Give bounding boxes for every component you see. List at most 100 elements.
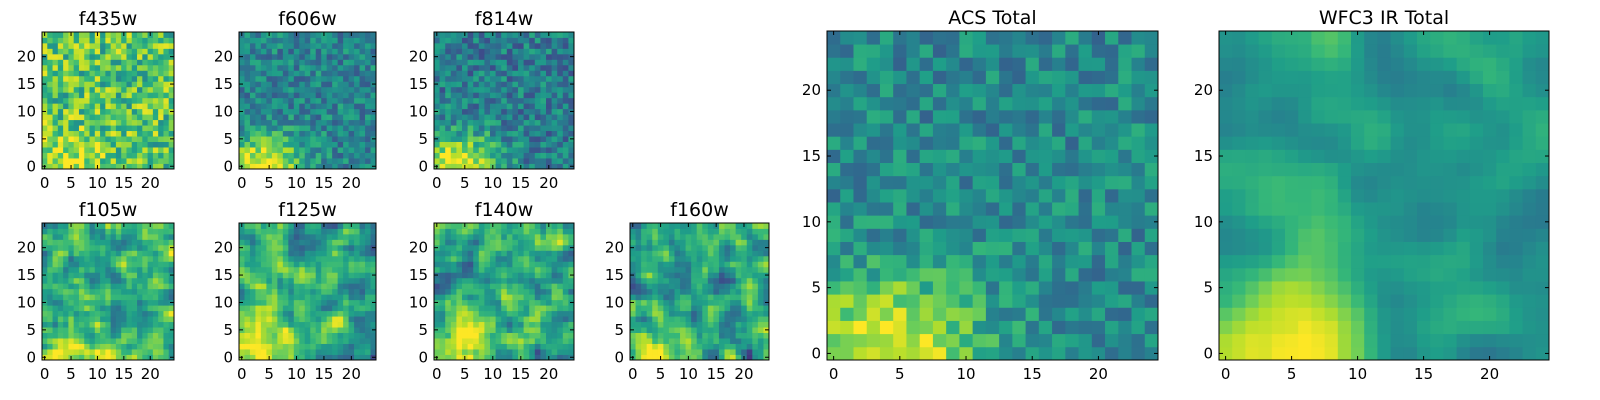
heatmap-cell [1078,333,1093,348]
heatmap-cell [450,48,457,55]
heatmap-cell [668,228,675,235]
heatmap-cell [310,75,317,82]
heatmap-cell [999,254,1013,269]
heatmap-cell [512,130,519,137]
heatmap-cell [47,233,53,240]
heatmap-cell [100,349,106,355]
heatmap-cell [518,158,524,164]
heatmap-cell [266,250,273,257]
heatmap-cell [562,310,569,317]
heatmap-cell [142,305,148,312]
heatmap-cell [724,233,731,240]
heatmap-cell [663,277,670,284]
heatmap-cell [450,163,457,170]
heatmap-cell [490,239,496,246]
heatmap-cell [534,92,541,99]
heatmap-cell [568,42,575,49]
heatmap-cell [462,321,468,328]
heatmap-cell [1078,267,1093,282]
heatmap-cell [484,97,491,104]
heatmap-cell [562,97,569,104]
heatmap-cell [244,158,251,164]
heatmap-cell [343,283,349,290]
heatmap-cell [163,310,170,317]
heatmap-cell [365,343,371,350]
heatmap-cell [47,114,53,121]
heatmap-cell [89,81,96,88]
heatmap-cell [152,332,159,339]
heatmap-cell [73,32,80,38]
heatmap-cell [255,343,262,350]
heatmap-cell [168,64,175,71]
heatmap-cell [293,53,300,60]
heatmap-cell [94,250,101,257]
heatmap-cell [685,255,692,262]
heatmap-cell [478,349,485,355]
heatmap-cell [47,37,53,44]
heatmap-cell [557,244,564,251]
heatmap-cell [691,332,698,339]
heatmap-cell [121,130,127,137]
heatmap-cell [121,103,127,110]
heatmap-cell [78,152,85,159]
heatmap-cell [42,294,48,301]
heatmap-cell [680,288,686,295]
heatmap-cell [562,152,569,159]
heatmap-cell [288,343,295,350]
heatmap-cell [152,130,159,137]
heatmap-cell [57,354,64,361]
heatmap-cell [546,97,552,104]
heatmap-cell [332,294,339,301]
heatmap-cell [299,239,306,246]
heatmap-cell [959,346,974,361]
heatmap-cell [244,37,251,44]
heatmap-cell [244,299,251,306]
heatmap-cell [315,327,322,333]
heatmap-cell [68,327,75,333]
heatmap-cell [534,158,541,164]
heatmap-cell [343,130,349,137]
heatmap-cell [568,277,575,284]
heatmap-cell [42,48,48,55]
heatmap-cell [668,343,675,350]
heatmap-cell [752,239,759,246]
heatmap-cell [359,53,366,60]
heatmap-cell [288,316,295,323]
heatmap-cell [332,163,339,170]
heatmap-cell [646,233,653,240]
x-tick-label: 15 [314,174,333,192]
heatmap-cell [354,136,360,142]
heatmap-cell [657,233,664,240]
heatmap-cell [137,310,143,317]
heatmap-cell [557,255,564,262]
heatmap-cell [239,86,245,93]
heatmap-cell [321,42,328,49]
heatmap-cell [147,86,154,93]
heatmap-cell [512,152,519,159]
heatmap-cell [255,59,262,66]
heatmap-cell [663,233,670,240]
heatmap-cell [89,158,96,164]
heatmap-cell [1052,320,1066,335]
heatmap-cell [630,266,636,273]
heatmap-cell [1025,307,1040,321]
heatmap-cell [337,316,344,323]
heatmap-cell [52,223,59,229]
heatmap-cell [484,53,491,60]
heatmap-cell [456,327,463,333]
heatmap-cell [473,152,480,159]
heatmap-cell [137,250,143,257]
heatmap-cell [315,228,322,235]
heatmap-cell [326,114,333,121]
heatmap-cell [321,349,328,355]
heatmap-cell [321,266,328,273]
heatmap-cell [1105,294,1119,308]
heatmap-cell [490,130,496,137]
heatmap-cell [445,97,452,104]
heatmap-cell [713,288,720,295]
heatmap-cell [260,147,267,153]
heatmap-cell [68,316,75,323]
heatmap-cell [518,255,524,262]
heatmap-cell [100,316,106,323]
